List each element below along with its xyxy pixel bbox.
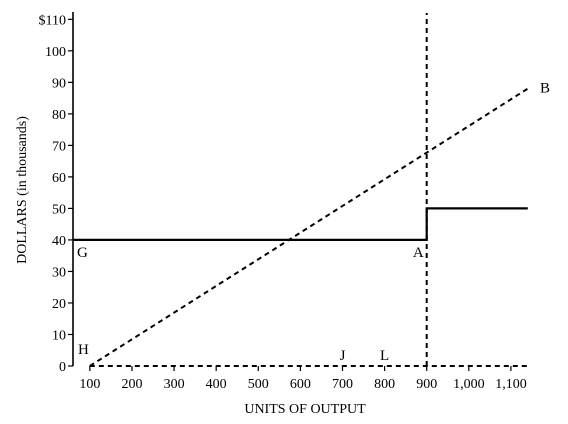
- y-tick-label: $110: [39, 13, 66, 28]
- x-axis-title: UNITS OF OUTPUT: [244, 402, 366, 417]
- y-tick-label: 40: [52, 234, 66, 249]
- series-layer: [73, 13, 529, 367]
- y-axis-title: DOLLARS (in thousands): [15, 116, 30, 264]
- x-tick-label: 700: [332, 377, 353, 392]
- y-tick-label: 80: [52, 108, 66, 123]
- x-tick-label: 200: [121, 377, 142, 392]
- point-label-l: L: [380, 348, 389, 364]
- label-layer: B G A H J L: [77, 81, 550, 364]
- x-tick-label: 800: [374, 377, 395, 392]
- y-tick-label: 90: [52, 76, 66, 91]
- y-tick-label: 0: [59, 360, 66, 375]
- y-tick-label: 10: [52, 328, 66, 343]
- series-line-1: [73, 207, 528, 241]
- x-tick-label: 600: [290, 377, 311, 392]
- tick-layer: 0 10 20 30 40 50 60 70 80 90 100 $110 100 200 300 400 50…: [39, 13, 527, 392]
- x-tick-label: 900: [416, 377, 437, 392]
- y-tick-label: 70: [52, 139, 66, 154]
- y-tick-label: 60: [52, 171, 66, 186]
- point-label-h: H: [78, 342, 89, 358]
- y-tick-label: 20: [52, 297, 66, 312]
- point-label-j: J: [340, 348, 346, 364]
- x-tick-label: 500: [248, 377, 269, 392]
- series-line-2: [89, 87, 529, 367]
- point-label-b: B: [540, 81, 550, 97]
- x-tick-label: 1,000: [453, 377, 485, 392]
- y-tick-label: 30: [52, 265, 66, 280]
- x-tick-label: 1,100: [495, 377, 527, 392]
- point-label-g: G: [77, 245, 88, 261]
- x-tick-label: 100: [79, 377, 100, 392]
- y-tick-label: 50: [52, 202, 66, 217]
- y-tick-label: 100: [45, 45, 66, 60]
- x-tick-label: 400: [206, 377, 227, 392]
- point-label-a: A: [413, 245, 424, 261]
- x-tick-label: 300: [164, 377, 185, 392]
